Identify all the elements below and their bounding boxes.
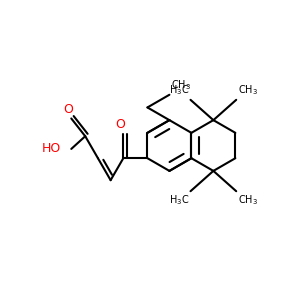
Text: H$_3$C: H$_3$C [169, 84, 189, 98]
Text: H$_3$C: H$_3$C [169, 194, 189, 207]
Text: HO: HO [42, 142, 61, 155]
Text: O: O [116, 118, 125, 131]
Text: CH$_3$: CH$_3$ [171, 78, 191, 92]
Text: CH$_3$: CH$_3$ [238, 194, 258, 207]
Text: O: O [63, 103, 73, 116]
Text: CH$_3$: CH$_3$ [238, 84, 258, 98]
